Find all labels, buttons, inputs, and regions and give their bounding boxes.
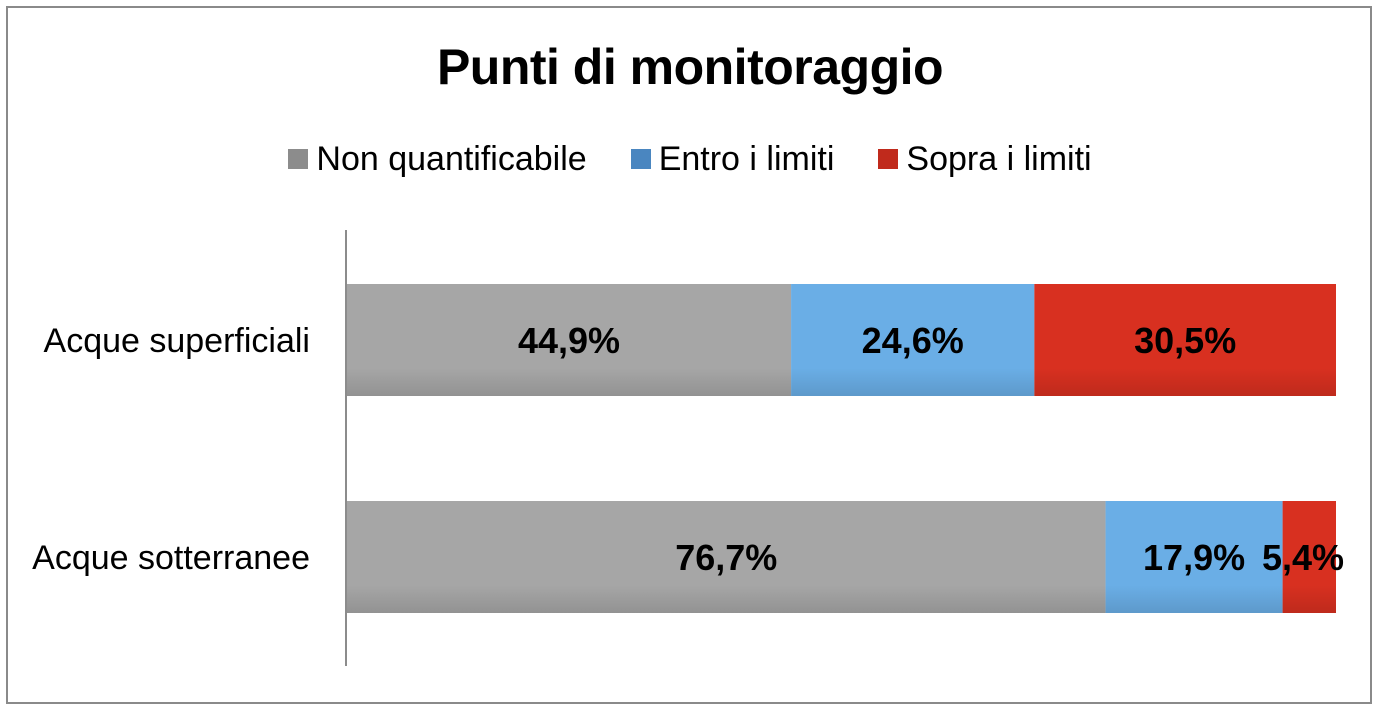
- bar-shading-acque-superficiali-entro-i-limiti: [791, 284, 1035, 396]
- legend-swatch-entro-i-limiti: [630, 149, 651, 169]
- legend-swatch-non-quantificabile: [288, 149, 309, 169]
- legend-item-sopra-i-limiti: Sopra i limiti: [878, 139, 1092, 179]
- data-label-acque-superficiali-sopra-i-limiti: 30,5%: [1134, 320, 1236, 361]
- data-label-acque-sotterranee-sopra-i-limiti: 5,4%: [1262, 537, 1344, 578]
- category-label-acque-superficiali: Acque superficiali: [44, 322, 310, 360]
- data-label-acque-sotterranee-non-quantificabile: 76,7%: [675, 537, 777, 578]
- chart-legend: Non quantificabile Entro i limiti Sopra …: [0, 136, 1380, 182]
- data-label-acque-sotterranee-entro-i-limiti: 17,9%: [1143, 537, 1245, 578]
- legend-label-entro-i-limiti: Entro i limiti: [658, 139, 835, 178]
- bar-shading-acque-sotterranee-sopra-i-limiti: [1282, 501, 1336, 613]
- legend-item-entro-i-limiti: Entro i limiti: [630, 139, 835, 179]
- chart-title: Punti di monitoraggio: [436, 39, 944, 95]
- legend-item-non-quantificabile: Non quantificabile: [288, 139, 587, 179]
- legend-swatch-sopra-i-limiti: [878, 149, 899, 169]
- legend-label-sopra-i-limiti: Sopra i limiti: [906, 139, 1092, 178]
- data-label-acque-superficiali-non-quantificabile: 44,9%: [518, 320, 620, 361]
- bar-shading-acque-sotterranee-non-quantificabile: [347, 501, 1106, 613]
- category-label-acque-sotterranee: Acque sotterranee: [32, 539, 310, 577]
- bar-shading-acque-superficiali-non-quantificabile: [347, 284, 792, 396]
- legend-label-non-quantificabile: Non quantificabile: [316, 139, 587, 178]
- bar-shading-acque-sotterranee-entro-i-limiti: [1105, 501, 1283, 613]
- bar-shading-acque-superficiali-sopra-i-limiti: [1034, 284, 1336, 396]
- data-label-acque-superficiali-entro-i-limiti: 24,6%: [862, 320, 964, 361]
